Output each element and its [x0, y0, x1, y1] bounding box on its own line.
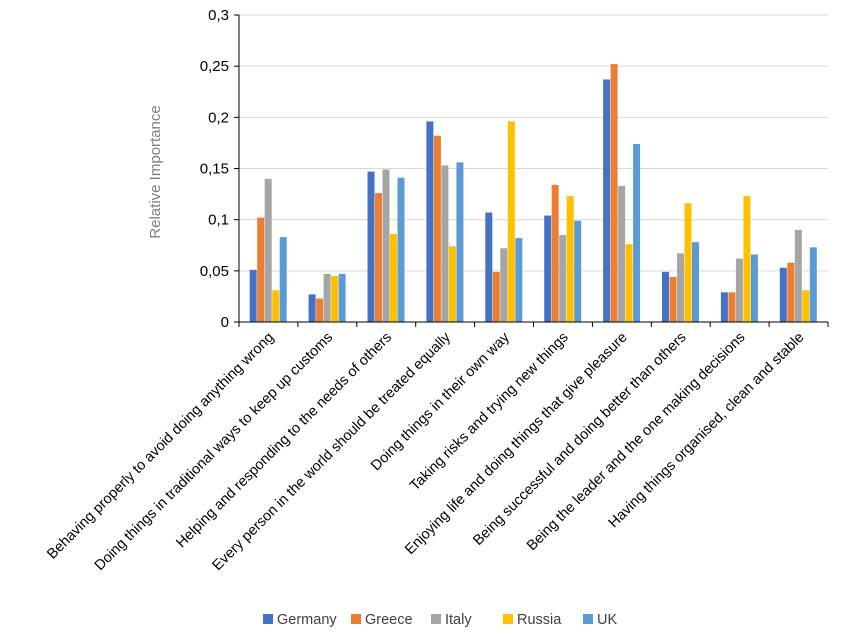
- x-category-label: Helping and responding to the needs of o…: [173, 330, 395, 552]
- bar-italy: [441, 165, 449, 322]
- bar-uk: [574, 220, 582, 322]
- bar-italy: [264, 178, 272, 322]
- legend-label: UK: [597, 612, 617, 628]
- bar-russia: [566, 196, 574, 322]
- bar-germany: [603, 79, 611, 322]
- legend-swatch: [503, 614, 513, 624]
- bar-italy: [559, 235, 567, 322]
- bar-russia: [331, 275, 339, 322]
- bar-uk: [633, 143, 641, 322]
- bar-italy: [500, 248, 508, 322]
- bar-greece: [492, 271, 500, 322]
- x-category-labels: Behaving properly to avoid doing anythin…: [44, 329, 807, 574]
- bar-greece: [787, 262, 795, 322]
- bar-russia: [802, 290, 810, 322]
- legend-swatch: [351, 614, 361, 624]
- x-category-label: Being successful and doing better than o…: [470, 330, 689, 549]
- legend-item-greece: Greece: [351, 612, 413, 628]
- bar-germany: [249, 269, 257, 322]
- legend-swatch: [263, 614, 273, 624]
- bar-greece: [257, 217, 265, 322]
- bar-italy: [382, 169, 390, 322]
- gridlines: [234, 14, 828, 323]
- legend-label: Germany: [277, 612, 337, 628]
- bar-greece: [610, 64, 618, 323]
- bar-uk: [279, 237, 287, 322]
- x-category-label: Doing things in traditional ways to keep…: [92, 330, 336, 574]
- bar-russia: [684, 203, 692, 322]
- bar-greece: [728, 292, 736, 322]
- y-tick-label: 0,2: [208, 109, 229, 126]
- bar-italy: [677, 253, 684, 322]
- legend-item-uk: UK: [583, 612, 617, 628]
- y-tick-label: 0,1: [208, 212, 229, 229]
- bar-germany: [426, 121, 434, 322]
- y-axis-title: Relative Importance: [147, 105, 164, 238]
- bar-greece: [551, 184, 559, 322]
- x-category-label: Being the leader and the one making deci…: [524, 330, 748, 554]
- bar-russia: [272, 290, 280, 322]
- bar-germany: [779, 267, 787, 322]
- axes: [238, 15, 829, 327]
- bar-uk: [692, 242, 699, 322]
- legend-label: Greece: [365, 612, 413, 628]
- bar-italy: [735, 258, 743, 322]
- bar-germany: [485, 212, 493, 322]
- bar-russia: [743, 196, 751, 322]
- y-tick-label: 0,3: [208, 7, 229, 24]
- y-tick-labels: 0 0,05 0,1 0,15 0,2 0,25 0,3: [200, 7, 229, 331]
- bar-germany: [308, 294, 316, 322]
- legend-item-germany: Germany: [263, 612, 337, 628]
- bar-uk: [338, 273, 346, 322]
- legend-item-russia: Russia: [503, 612, 562, 628]
- bars: [249, 64, 817, 323]
- bar-russia: [507, 121, 515, 322]
- y-tick-label: 0,05: [200, 263, 229, 280]
- bar-italy: [323, 273, 331, 322]
- bar-russia: [390, 233, 397, 322]
- bar-greece: [433, 135, 441, 322]
- bar-uk: [397, 177, 405, 322]
- bar-uk: [809, 247, 817, 322]
- bar-russia: [625, 244, 633, 322]
- x-category-label: Behaving properly to avoid doing anythin…: [44, 330, 277, 563]
- x-category-label: Enjoying life and doing things that give…: [402, 330, 630, 558]
- bar-germany: [662, 271, 669, 322]
- bar-uk: [456, 162, 464, 322]
- y-tick-label: 0,15: [200, 161, 229, 178]
- bar-italy: [618, 185, 626, 322]
- legend: Germany Greece Italy Russia UK: [263, 612, 617, 628]
- legend-label: Russia: [517, 612, 562, 628]
- legend-swatch: [583, 614, 593, 624]
- legend-item-italy: Italy: [431, 612, 472, 628]
- bar-italy: [794, 229, 802, 322]
- legend-swatch: [431, 614, 441, 624]
- bar-germany: [544, 215, 552, 322]
- bar-uk: [750, 254, 758, 322]
- bar-germany: [367, 171, 375, 322]
- bar-russia: [448, 246, 456, 322]
- legend-label: Italy: [445, 612, 472, 628]
- bar-greece: [375, 193, 382, 322]
- bar-uk: [515, 238, 523, 322]
- bar-germany: [720, 292, 728, 322]
- y-tick-label: 0,25: [200, 58, 229, 75]
- bar-greece: [316, 298, 324, 322]
- y-tick-label: 0: [221, 314, 229, 331]
- bar-greece: [669, 276, 677, 322]
